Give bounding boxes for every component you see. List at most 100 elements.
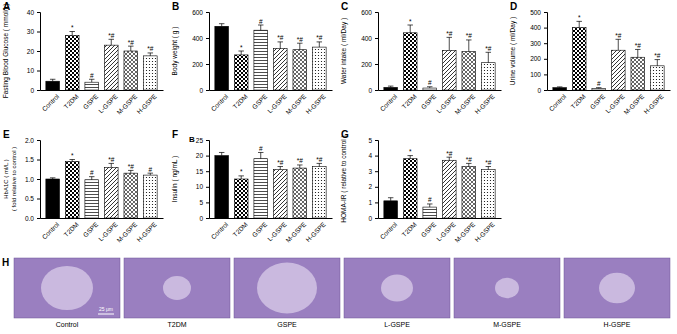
- micrograph: Control25 μm: [14, 258, 120, 328]
- x-tick: T2DM: [62, 218, 79, 238]
- y-tick: 600: [192, 9, 209, 16]
- y-tick-mark: [544, 90, 547, 91]
- marks: [215, 24, 326, 90]
- y-axis: 0200400600: [361, 9, 378, 94]
- significance-label: *: [71, 152, 74, 159]
- y-tick-mark: [37, 51, 40, 52]
- bar: [481, 170, 495, 218]
- error-bar: [317, 163, 322, 166]
- image: [124, 258, 230, 318]
- y-tick-label: 30: [27, 28, 35, 35]
- error-bar: [655, 60, 660, 66]
- error-bar: [238, 51, 243, 55]
- y-tick-mark: [544, 59, 547, 60]
- y-axis-title: HOMA-IR ( relative to control ): [340, 135, 348, 222]
- panel-label: F: [172, 129, 178, 140]
- plot-area: 0200400600ControlT2DMGSPEL-GSPEM-GSPEH-G…: [361, 9, 501, 116]
- y-tick: 20: [27, 48, 40, 55]
- x-tick: Control: [40, 90, 60, 112]
- y-tick-mark: [37, 160, 40, 161]
- x-tick: H-GSPE: [642, 90, 665, 115]
- marks: [46, 160, 157, 219]
- error-bar: [238, 176, 243, 179]
- x-axis-line: [41, 90, 164, 91]
- bar: [462, 52, 476, 90]
- y-tick-mark: [37, 179, 40, 180]
- y-tick-label: 0: [30, 87, 34, 94]
- x-tick-label: H-GSPE: [304, 92, 327, 115]
- y-tick: 0: [199, 87, 209, 94]
- image-label: L-GSPE: [384, 321, 410, 328]
- y-tick-label: 2.0: [25, 137, 34, 144]
- y-tick-label: 10: [196, 183, 204, 190]
- y-tick-label: 20: [196, 152, 204, 159]
- x-tick: H-GSPE: [135, 90, 158, 115]
- y-tick-label: 200: [361, 61, 372, 68]
- bar: [481, 63, 495, 90]
- plot-area: 0200400600ControlT2DMGSPEL-GSPEM-GSPEH-G…: [192, 9, 332, 116]
- y-axis: 0200400600: [192, 9, 209, 94]
- y-axis-line: [544, 13, 548, 91]
- y-axis: 0510152025: [196, 137, 210, 222]
- bar: [215, 26, 229, 90]
- islet: [495, 278, 519, 298]
- y-tick-label: 100: [530, 71, 541, 78]
- x-tick: GSPE: [251, 90, 269, 110]
- x-tick-label: H-GSPE: [304, 220, 327, 243]
- significance-label: *: [240, 168, 243, 175]
- significance-label: *#: [615, 32, 622, 39]
- x-tick-label: T2DM: [62, 93, 79, 110]
- x-tick: T2DM: [400, 218, 417, 238]
- x-tick: Control: [40, 218, 60, 240]
- image: [564, 258, 670, 318]
- error-bar: [427, 87, 432, 88]
- y-tick: 15: [196, 168, 209, 175]
- y-tick: 200: [530, 55, 547, 62]
- error-bar: [427, 204, 432, 207]
- islet: [381, 274, 413, 301]
- bar: [254, 30, 268, 90]
- marks: [384, 156, 495, 218]
- significance-label: *#: [446, 150, 453, 157]
- x-tick: T2DM: [231, 218, 248, 238]
- x-tick: H-GSPE: [473, 218, 496, 243]
- y-tick-mark: [37, 12, 40, 13]
- x-tick: M-GSPE: [284, 218, 308, 244]
- y-tick-label: 400: [361, 35, 372, 42]
- x-tick-label: GSPE: [589, 92, 607, 110]
- x-tick-label: T2DM: [400, 93, 417, 110]
- bar: [403, 159, 417, 218]
- y-tick-label: 400: [530, 24, 541, 31]
- y-tick-label: 1: [368, 199, 372, 206]
- significance-label: #: [428, 196, 432, 203]
- y-tick-mark: [375, 218, 378, 219]
- x-tick-label: M-GSPE: [453, 92, 477, 116]
- y-axis: 0100200300400500: [530, 9, 547, 94]
- significance-label: *#: [316, 156, 323, 163]
- y-axis-title: Fasting Blood Glucose ( mmol/L): [2, 4, 10, 99]
- x-axis-line: [210, 90, 333, 91]
- micrograph: H-GSPE: [564, 258, 670, 328]
- figure: 010203040ControlT2DMGSPEL-GSPEM-GSPEH-GS…: [0, 0, 677, 334]
- bar: [124, 51, 138, 90]
- x-tick: GSPE: [420, 218, 438, 238]
- y-axis-title: Body weight ( g ): [171, 27, 179, 76]
- bar: [65, 35, 79, 90]
- significance-label: *#: [128, 163, 135, 170]
- x-tick-label: Control: [209, 92, 229, 112]
- y-tick-mark: [37, 90, 40, 91]
- image: [344, 258, 450, 318]
- y-axis-line: [37, 13, 41, 91]
- error-bar: [447, 37, 452, 50]
- x-tick-label: T2DM: [62, 221, 79, 238]
- significance-label: #: [597, 80, 601, 87]
- marks: [553, 21, 664, 90]
- bar: [572, 28, 586, 90]
- significance-label: *#: [277, 159, 284, 166]
- y-tick-mark: [375, 64, 378, 65]
- bar: [423, 207, 437, 218]
- significance-label: *#: [297, 157, 304, 164]
- y-tick-mark: [375, 156, 378, 157]
- x-tick: M-GSPE: [115, 218, 139, 244]
- y-tick: 1.5: [25, 156, 40, 163]
